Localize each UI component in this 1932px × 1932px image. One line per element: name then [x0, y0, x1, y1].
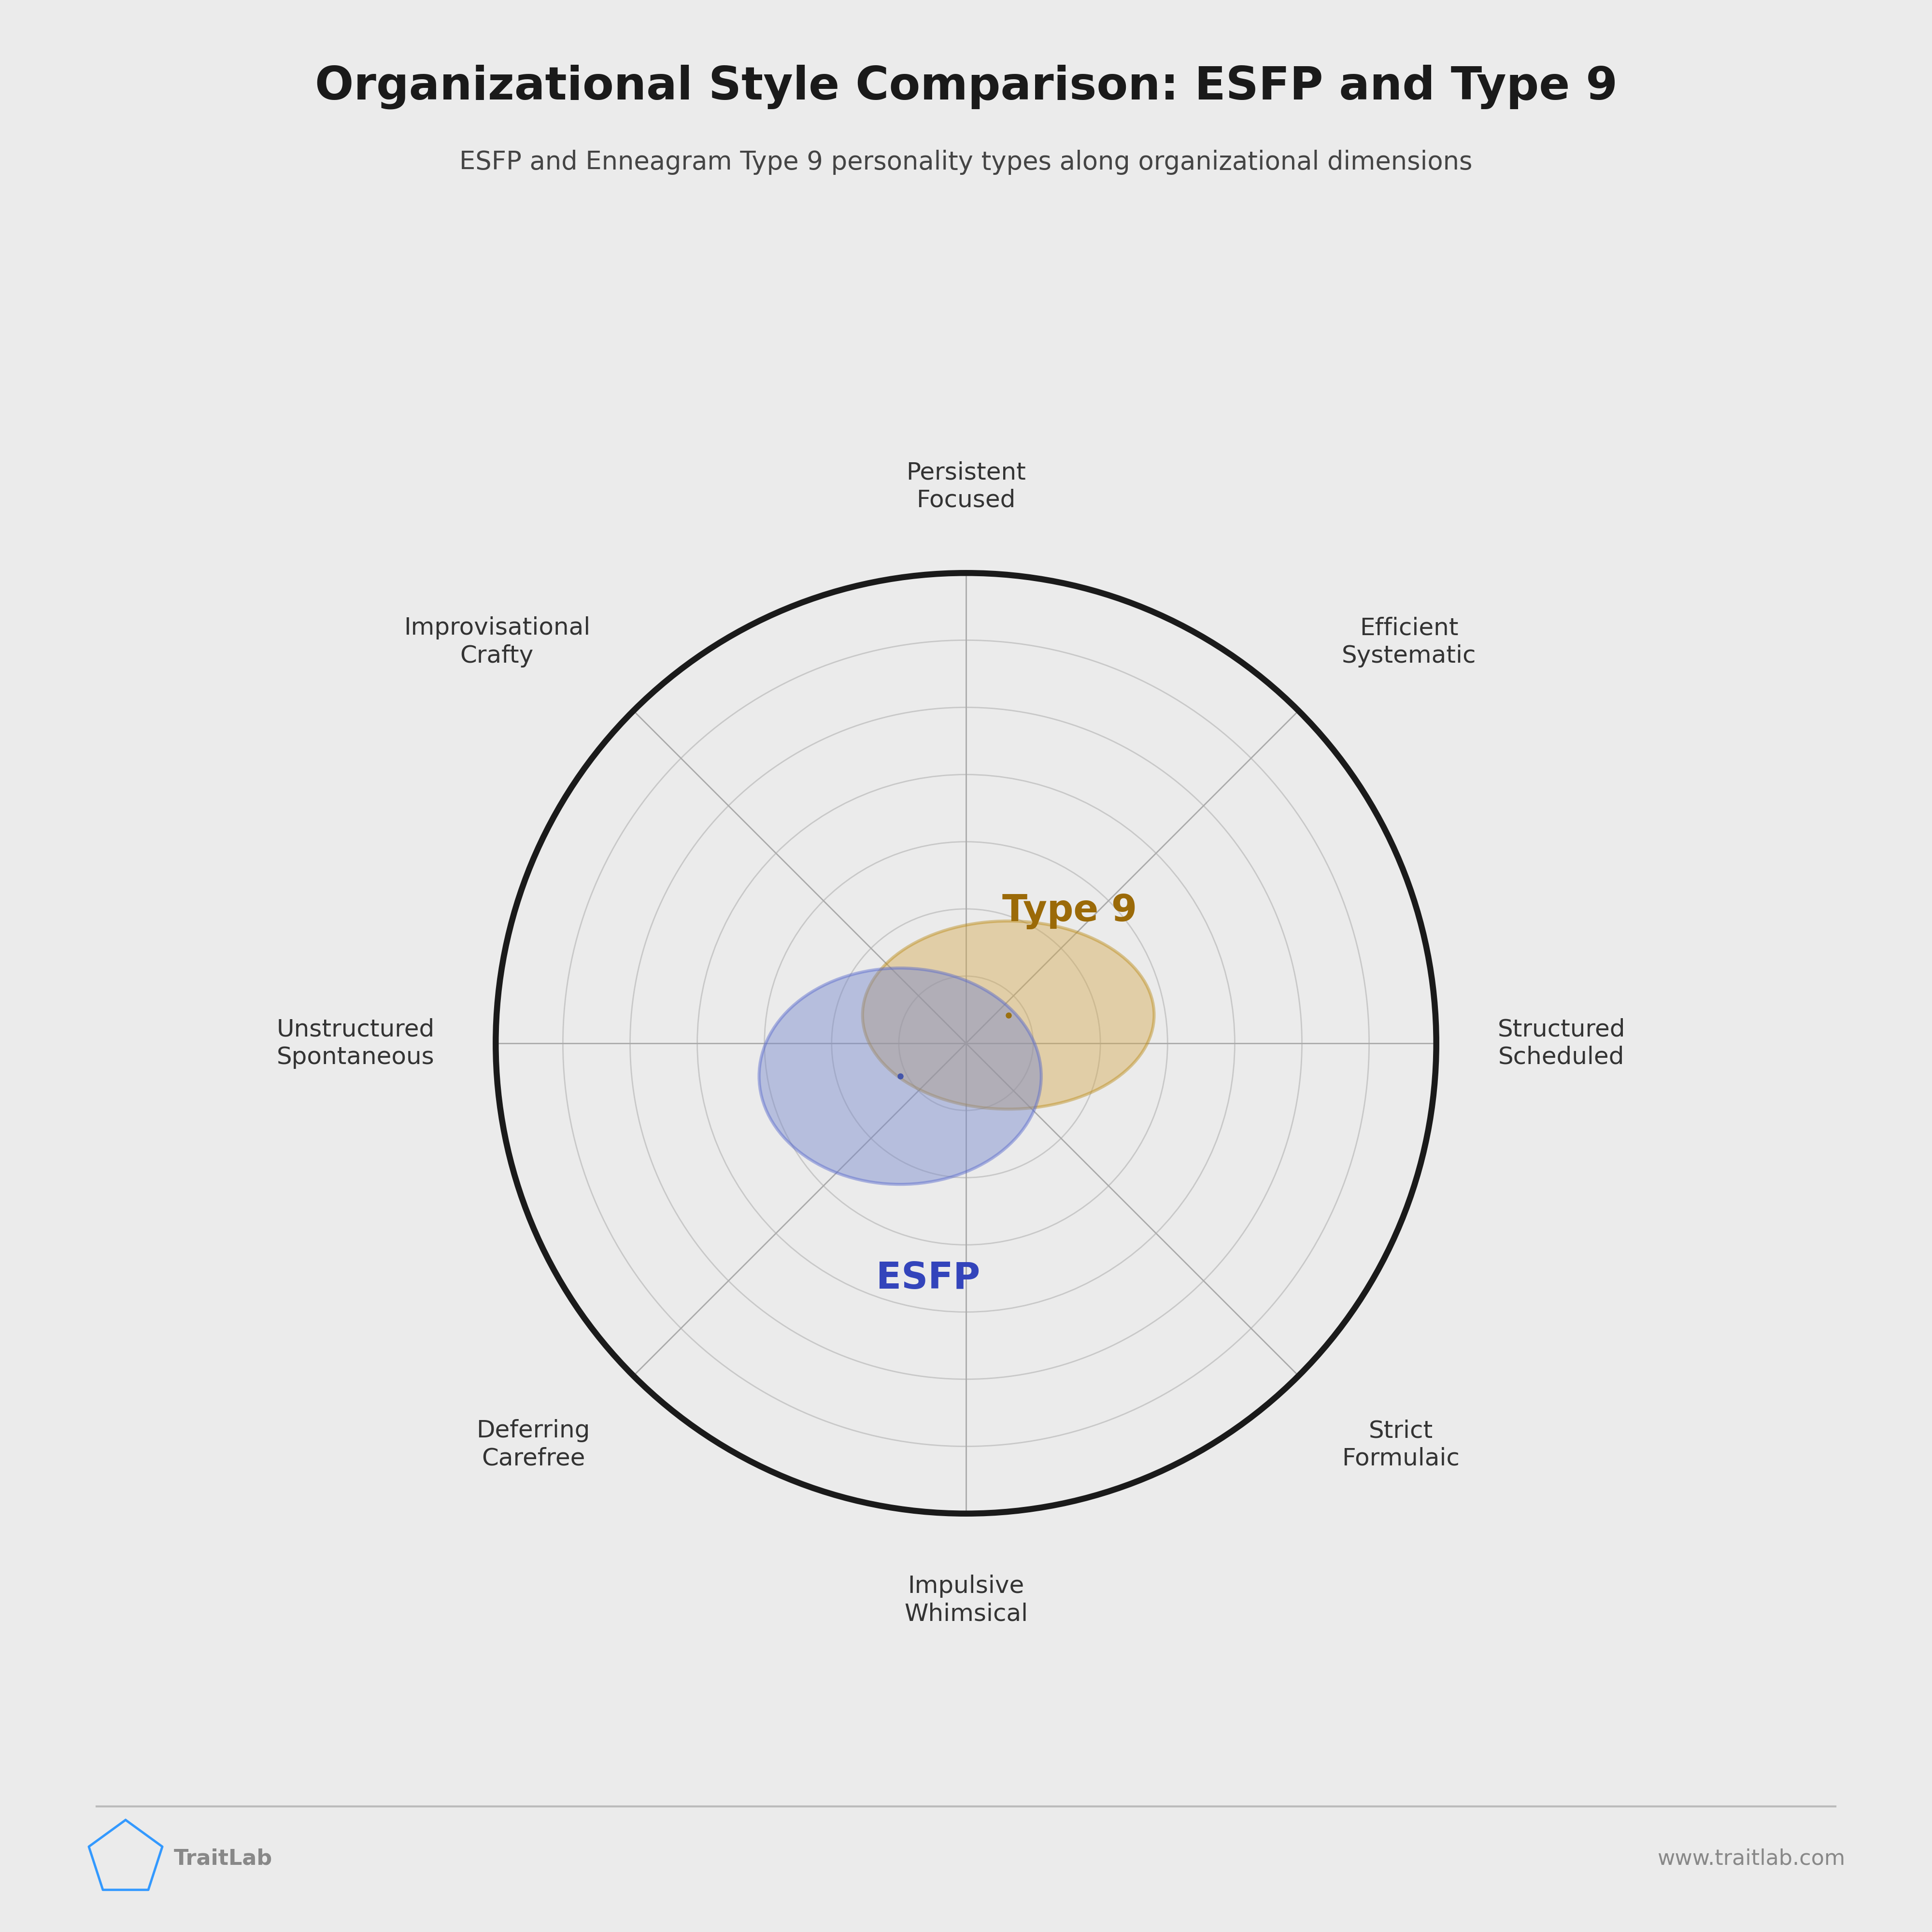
Ellipse shape [862, 922, 1153, 1109]
Text: Deferring
Carefree: Deferring Carefree [477, 1420, 589, 1470]
Text: ESFP: ESFP [877, 1260, 980, 1296]
Ellipse shape [759, 968, 1041, 1184]
Text: Strict
Formulaic: Strict Formulaic [1343, 1420, 1459, 1470]
Text: Structured
Scheduled: Structured Scheduled [1497, 1018, 1625, 1068]
Text: Efficient
Systematic: Efficient Systematic [1343, 616, 1476, 667]
Text: Type 9: Type 9 [1003, 895, 1136, 929]
Text: Unstructured
Spontaneous: Unstructured Spontaneous [276, 1018, 435, 1068]
Text: TraitLab: TraitLab [174, 1849, 272, 1868]
Text: Persistent
Focused: Persistent Focused [906, 462, 1026, 512]
Text: www.traitlab.com: www.traitlab.com [1658, 1849, 1845, 1868]
Text: Improvisational
Crafty: Improvisational Crafty [404, 616, 589, 667]
Text: Impulsive
Whimsical: Impulsive Whimsical [904, 1575, 1028, 1625]
Text: ESFP and Enneagram Type 9 personality types along organizational dimensions: ESFP and Enneagram Type 9 personality ty… [460, 151, 1472, 176]
Text: Organizational Style Comparison: ESFP and Type 9: Organizational Style Comparison: ESFP an… [315, 64, 1617, 110]
